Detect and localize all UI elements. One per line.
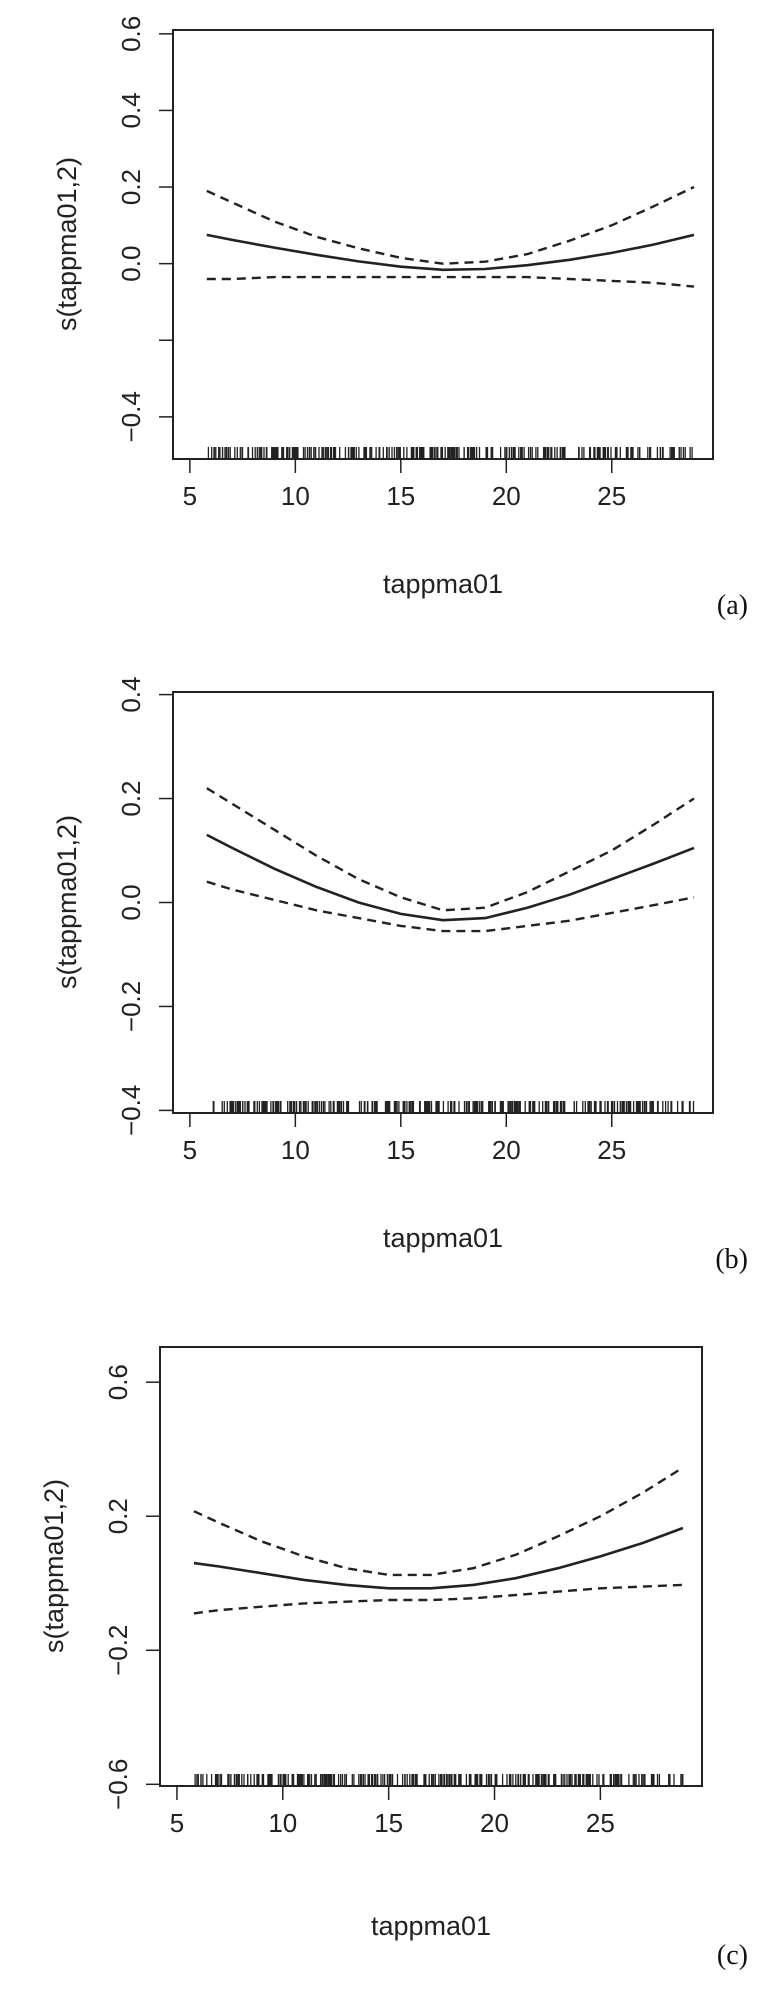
x-tick-label: 5 [183, 1135, 197, 1165]
y-tick: 0.6 [103, 1364, 160, 1400]
panel-c: −0.6 −0.2 0.2 0.6 5 10 15 20 25 tappma01… [39, 1346, 748, 1971]
smooth-estimate-line [206, 233, 695, 272]
y-tick-label: −0.4 [116, 391, 146, 442]
x-tick: 15 [386, 1113, 415, 1165]
rug-ticks [194, 1774, 684, 1785]
plot-frame [172, 29, 714, 460]
y-tick: −0.6 [103, 1759, 160, 1810]
x-tick: 10 [268, 1786, 297, 1838]
panel-a: −0.4 0.0 0.2 0.4 0.6 5 10 15 20 25 tappm… [52, 16, 748, 621]
y-tick-label: −0.4 [116, 1085, 146, 1136]
x-tick: 15 [374, 1786, 403, 1838]
x-tick-label: 15 [386, 1135, 415, 1165]
y-tick: −0.2 [103, 1625, 160, 1676]
y-tick-label: 0.2 [103, 1498, 133, 1534]
x-tick: 5 [183, 459, 197, 511]
plot-frame [159, 1346, 703, 1787]
y-tick: 0.2 [116, 780, 173, 817]
upper-confidence-line [193, 1466, 684, 1577]
smooth-estimate-line [206, 833, 695, 922]
y-tick: −0.2 [116, 981, 173, 1032]
x-tick-label: 10 [281, 1135, 310, 1165]
y-tick: −0.4 [116, 1085, 173, 1136]
y-tick: 0.0 [116, 246, 173, 282]
y-tick: 0.6 [116, 16, 173, 52]
x-tick-label: 10 [281, 481, 310, 511]
x-tick: 25 [586, 1786, 615, 1838]
y-axis-label: s(tappma01,2) [39, 1479, 69, 1653]
rug-ticks [212, 1101, 695, 1112]
y-tick-label: 0.4 [116, 677, 146, 713]
y-tick-label: 0.2 [116, 780, 146, 816]
lower-confidence-line [206, 275, 695, 288]
y-tick-label: 0.4 [116, 92, 146, 128]
x-tick: 20 [480, 1786, 509, 1838]
plot-frame [172, 691, 714, 1114]
x-tick: 25 [597, 459, 626, 511]
y-axis-label: s(tappma01,2) [52, 157, 82, 331]
x-tick-label: 10 [268, 1808, 297, 1838]
x-tick-label: 5 [183, 481, 197, 511]
y-tick-label: 0.2 [116, 169, 146, 205]
y-tick-label: −0.6 [103, 1759, 133, 1810]
x-tick-label: 25 [597, 481, 626, 511]
smooth-estimate-line [193, 1526, 684, 1590]
upper-confidence-line [206, 185, 695, 265]
x-tick: 10 [281, 1113, 310, 1165]
x-tick-label: 20 [480, 1808, 509, 1838]
panel-label: (c) [717, 1940, 748, 1971]
x-tick-label: 20 [492, 481, 521, 511]
x-tick: 10 [281, 459, 310, 511]
x-tick-label: 15 [374, 1808, 403, 1838]
x-tick-label: 25 [597, 1135, 626, 1165]
x-tick: 20 [492, 1113, 521, 1165]
lower-confidence-line [206, 880, 695, 933]
y-tick-label: −0.2 [103, 1625, 133, 1676]
y-tick: 0.2 [103, 1498, 160, 1534]
x-tick-label: 15 [386, 481, 415, 511]
rug-ticks [207, 447, 693, 458]
x-tick: 5 [170, 1786, 184, 1838]
x-tick-label: 5 [170, 1808, 184, 1838]
lower-confidence-line [193, 1583, 683, 1615]
y-tick: 0.4 [116, 92, 173, 129]
upper-confidence-line [206, 787, 695, 912]
x-tick-label: 25 [586, 1808, 615, 1838]
y-tick-label: 0.6 [116, 16, 146, 52]
x-tick-label: 20 [492, 1135, 521, 1165]
panel-label: (b) [715, 1244, 748, 1275]
x-axis-label: tappma01 [371, 1911, 491, 1941]
x-axis-label: tappma01 [383, 569, 503, 599]
x-tick: 20 [492, 459, 521, 511]
x-tick: 15 [386, 459, 415, 511]
panel-b: −0.4 −0.2 0.0 0.2 0.4 5 10 15 20 25 tapp… [52, 677, 748, 1275]
y-tick-label: 0.0 [116, 884, 146, 920]
y-tick-label: 0.0 [116, 246, 146, 282]
y-axis-label: s(tappma01,2) [52, 815, 82, 989]
panel-label: (a) [717, 590, 748, 621]
x-tick: 25 [597, 1113, 626, 1165]
x-tick: 5 [183, 1113, 197, 1165]
y-tick: 0.4 [116, 677, 173, 713]
y-tick-label: −0.2 [116, 981, 146, 1032]
y-tick: 0.2 [116, 169, 173, 205]
x-axis-label: tappma01 [383, 1223, 503, 1253]
y-tick: −0.4 [116, 391, 173, 443]
y-tick-label: 0.6 [103, 1364, 133, 1400]
y-tick: 0.0 [116, 884, 173, 921]
